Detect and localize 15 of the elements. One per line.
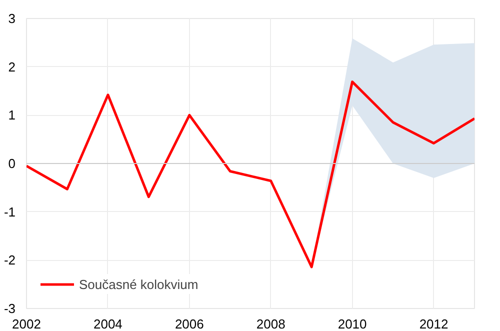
x-tick-label: 2004 [93, 316, 122, 331]
x-tick-label: 2006 [174, 316, 204, 331]
x-tick-label: 2008 [256, 316, 286, 331]
legend-label: Současné kolokvium [79, 276, 198, 292]
y-tick-label: 0 [8, 156, 16, 171]
x-tick-label: 2012 [419, 316, 448, 331]
x-tick-label: 2002 [12, 316, 41, 331]
y-tick-label: -3 [4, 301, 16, 316]
x-tick-label: 2010 [338, 316, 367, 331]
y-tick-label: -1 [4, 204, 16, 220]
line-series [26, 80, 474, 268]
y-tick-label: 2 [8, 59, 16, 74]
y-tick-label: 1 [8, 108, 16, 123]
y-tick-label: 3 [8, 11, 16, 26]
y-tick-label: -2 [4, 252, 16, 268]
